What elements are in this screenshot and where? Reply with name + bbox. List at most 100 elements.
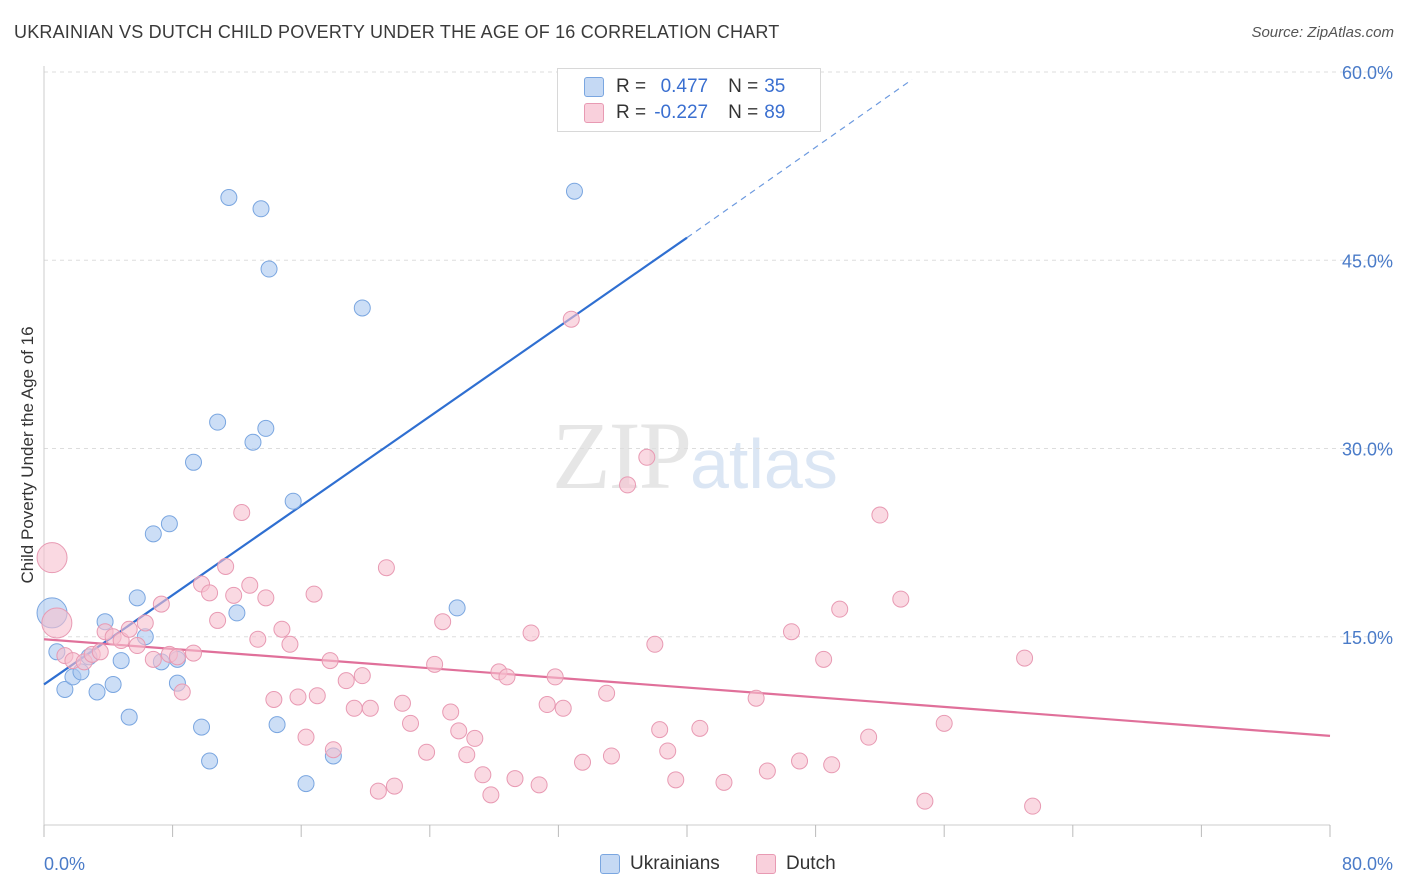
grid-layer: [44, 71, 1395, 638]
ukrainians-trendline-extension: [686, 79, 913, 239]
dutch-point: [482, 786, 500, 804]
dutch-point: [152, 595, 170, 613]
ukrainians-point: [353, 299, 371, 317]
ukrainians-point: [184, 453, 202, 471]
dutch-point: [715, 773, 733, 791]
dutch-point: [646, 635, 664, 653]
legend-item-ukrainians[interactable]: Ukrainians: [600, 853, 720, 875]
legend-row-ukrainians: R = 0.477 N = 35: [584, 75, 785, 99]
dutch-point: [120, 620, 138, 638]
dutch-point: [36, 542, 68, 574]
dutch-point: [257, 589, 275, 607]
legend-row-dutch: R = -0.227 N = 89: [584, 101, 785, 125]
dutch-point: [574, 753, 592, 771]
dutch-point: [916, 792, 934, 810]
ukrainians-point: [448, 599, 466, 617]
r-label: R =: [616, 76, 647, 97]
dutch-point: [458, 746, 476, 764]
ukrainians-point: [257, 419, 275, 437]
dutch-point: [393, 694, 411, 712]
dutch-point: [249, 630, 267, 648]
ukrainians-trendline: [43, 236, 688, 686]
dutch-point: [41, 607, 73, 639]
x-tick-label: 80.0%: [1342, 854, 1393, 874]
dutch-point: [418, 743, 436, 761]
dutch-point: [619, 476, 637, 494]
ukrainians-swatch: [584, 77, 604, 97]
series-legend: Ukrainians Dutch: [0, 850, 1406, 878]
n-label: N =: [728, 102, 759, 123]
dutch-point: [297, 728, 315, 746]
dutch-point: [791, 752, 809, 770]
source-credit: Source: ZipAtlas.com: [1251, 24, 1394, 41]
dutch-point: [498, 668, 516, 686]
ukrainians-point: [228, 604, 246, 622]
dutch-point: [782, 623, 800, 641]
dutch-point: [892, 590, 910, 608]
dutch-point: [173, 683, 191, 701]
dutch-point: [1024, 797, 1042, 815]
ukrainians-point: [88, 683, 106, 701]
ukrainians-point: [160, 515, 178, 533]
dutch-point: [184, 644, 202, 662]
y-tick-label: 15.0%: [1342, 628, 1393, 648]
dutch-point: [385, 777, 403, 795]
legend-item-dutch[interactable]: Dutch: [756, 853, 836, 875]
n-value: 89: [764, 102, 786, 123]
legend-label: Ukrainians: [630, 853, 720, 874]
dutch-point: [935, 714, 953, 732]
n-label: N =: [728, 76, 759, 97]
ukrainians-point: [144, 525, 162, 543]
dutch-point: [823, 756, 841, 774]
dutch-point: [144, 650, 162, 668]
dutch-point: [361, 699, 379, 717]
dutch-point: [201, 584, 219, 602]
axes-layer: [43, 66, 1331, 837]
dutch-point: [324, 741, 342, 759]
dutch-point: [345, 699, 363, 717]
dutch-point: [554, 699, 572, 717]
dutch-point: [168, 648, 186, 666]
ukrainians-swatch: [600, 854, 620, 874]
dutch-point: [353, 667, 371, 685]
dutch-point: [265, 691, 283, 708]
dutch-point: [466, 729, 484, 747]
dutch-point: [598, 684, 616, 702]
trend-layer: [43, 79, 1331, 737]
dutch-point: [530, 776, 548, 794]
ukrainians-point: [104, 675, 122, 693]
dutch-point: [659, 742, 677, 760]
legend-label: Dutch: [786, 853, 836, 874]
dutch-point: [638, 448, 656, 466]
ukrainians-point: [128, 589, 146, 607]
dutch-point: [377, 559, 395, 577]
dutch-point: [546, 668, 564, 686]
ukrainians-point: [268, 716, 286, 734]
ukrainians-point: [209, 413, 227, 431]
dutch-point: [241, 576, 259, 594]
ukrainians-point: [260, 260, 278, 278]
dutch-point: [522, 624, 540, 642]
ukrainians-point: [284, 492, 302, 510]
dutch-swatch: [584, 103, 604, 123]
ukrainians-point: [565, 182, 583, 200]
ukrainians-point: [297, 775, 315, 793]
ukrainians-point: [56, 680, 74, 698]
y-tick-label: 60.0%: [1342, 63, 1393, 83]
dutch-point: [426, 655, 444, 673]
dutch-point: [871, 506, 889, 524]
dutch-point: [506, 770, 524, 788]
r-value: 0.477: [660, 76, 709, 97]
dutch-point: [450, 722, 468, 740]
chart-title: UKRAINIAN VS DUTCH CHILD POVERTY UNDER T…: [14, 22, 780, 42]
dutch-point: [758, 762, 776, 780]
dutch-point: [337, 672, 355, 690]
ukrainians-point: [120, 708, 138, 726]
ukrainians-point: [244, 433, 262, 451]
dutch-point: [667, 771, 685, 789]
ukrainians-point: [193, 718, 211, 736]
dutch-point: [474, 766, 492, 784]
dutch-point: [209, 611, 227, 629]
dutch-point: [289, 688, 307, 706]
dutch-point: [402, 714, 420, 732]
